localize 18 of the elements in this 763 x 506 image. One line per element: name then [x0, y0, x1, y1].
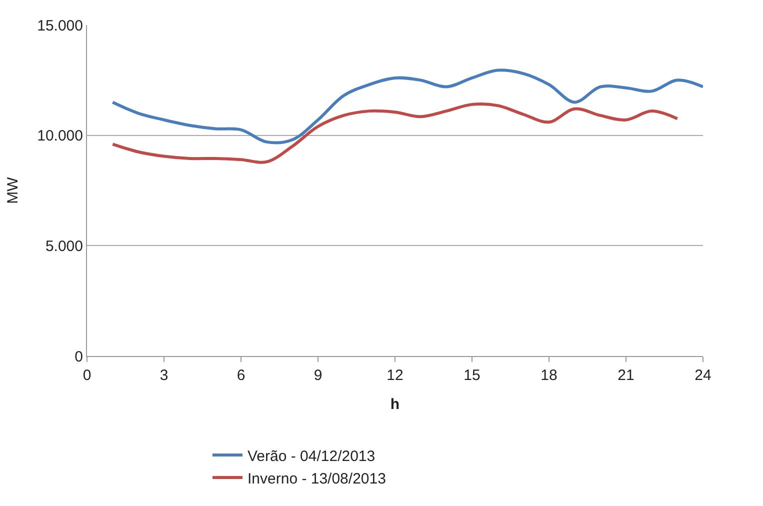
legend-label: Inverno - 13/08/2013: [248, 470, 386, 488]
x-tick-label: 12: [386, 367, 404, 384]
x-tick-label: 3: [160, 367, 168, 384]
line-series: [111, 68, 703, 144]
x-tick-label: 24: [694, 367, 712, 384]
y-tick-label: 10.000: [37, 128, 83, 145]
x-tick-label: 18: [540, 367, 558, 384]
x-axis-title: h: [390, 396, 400, 413]
y-tick-label: 0: [74, 348, 83, 366]
x-tick-label: 9: [314, 367, 322, 384]
y-tick-label: 15.000: [37, 17, 83, 34]
line-series: [111, 102, 679, 164]
legend-label: Verão - 04/12/2013: [248, 448, 376, 465]
y-tick-label: 5.000: [45, 238, 83, 255]
x-tick-label: 6: [236, 367, 246, 384]
y-axis-title: MW: [4, 176, 22, 204]
x-tick-label: 15: [464, 367, 480, 384]
x-tick-label: 21: [618, 367, 634, 384]
